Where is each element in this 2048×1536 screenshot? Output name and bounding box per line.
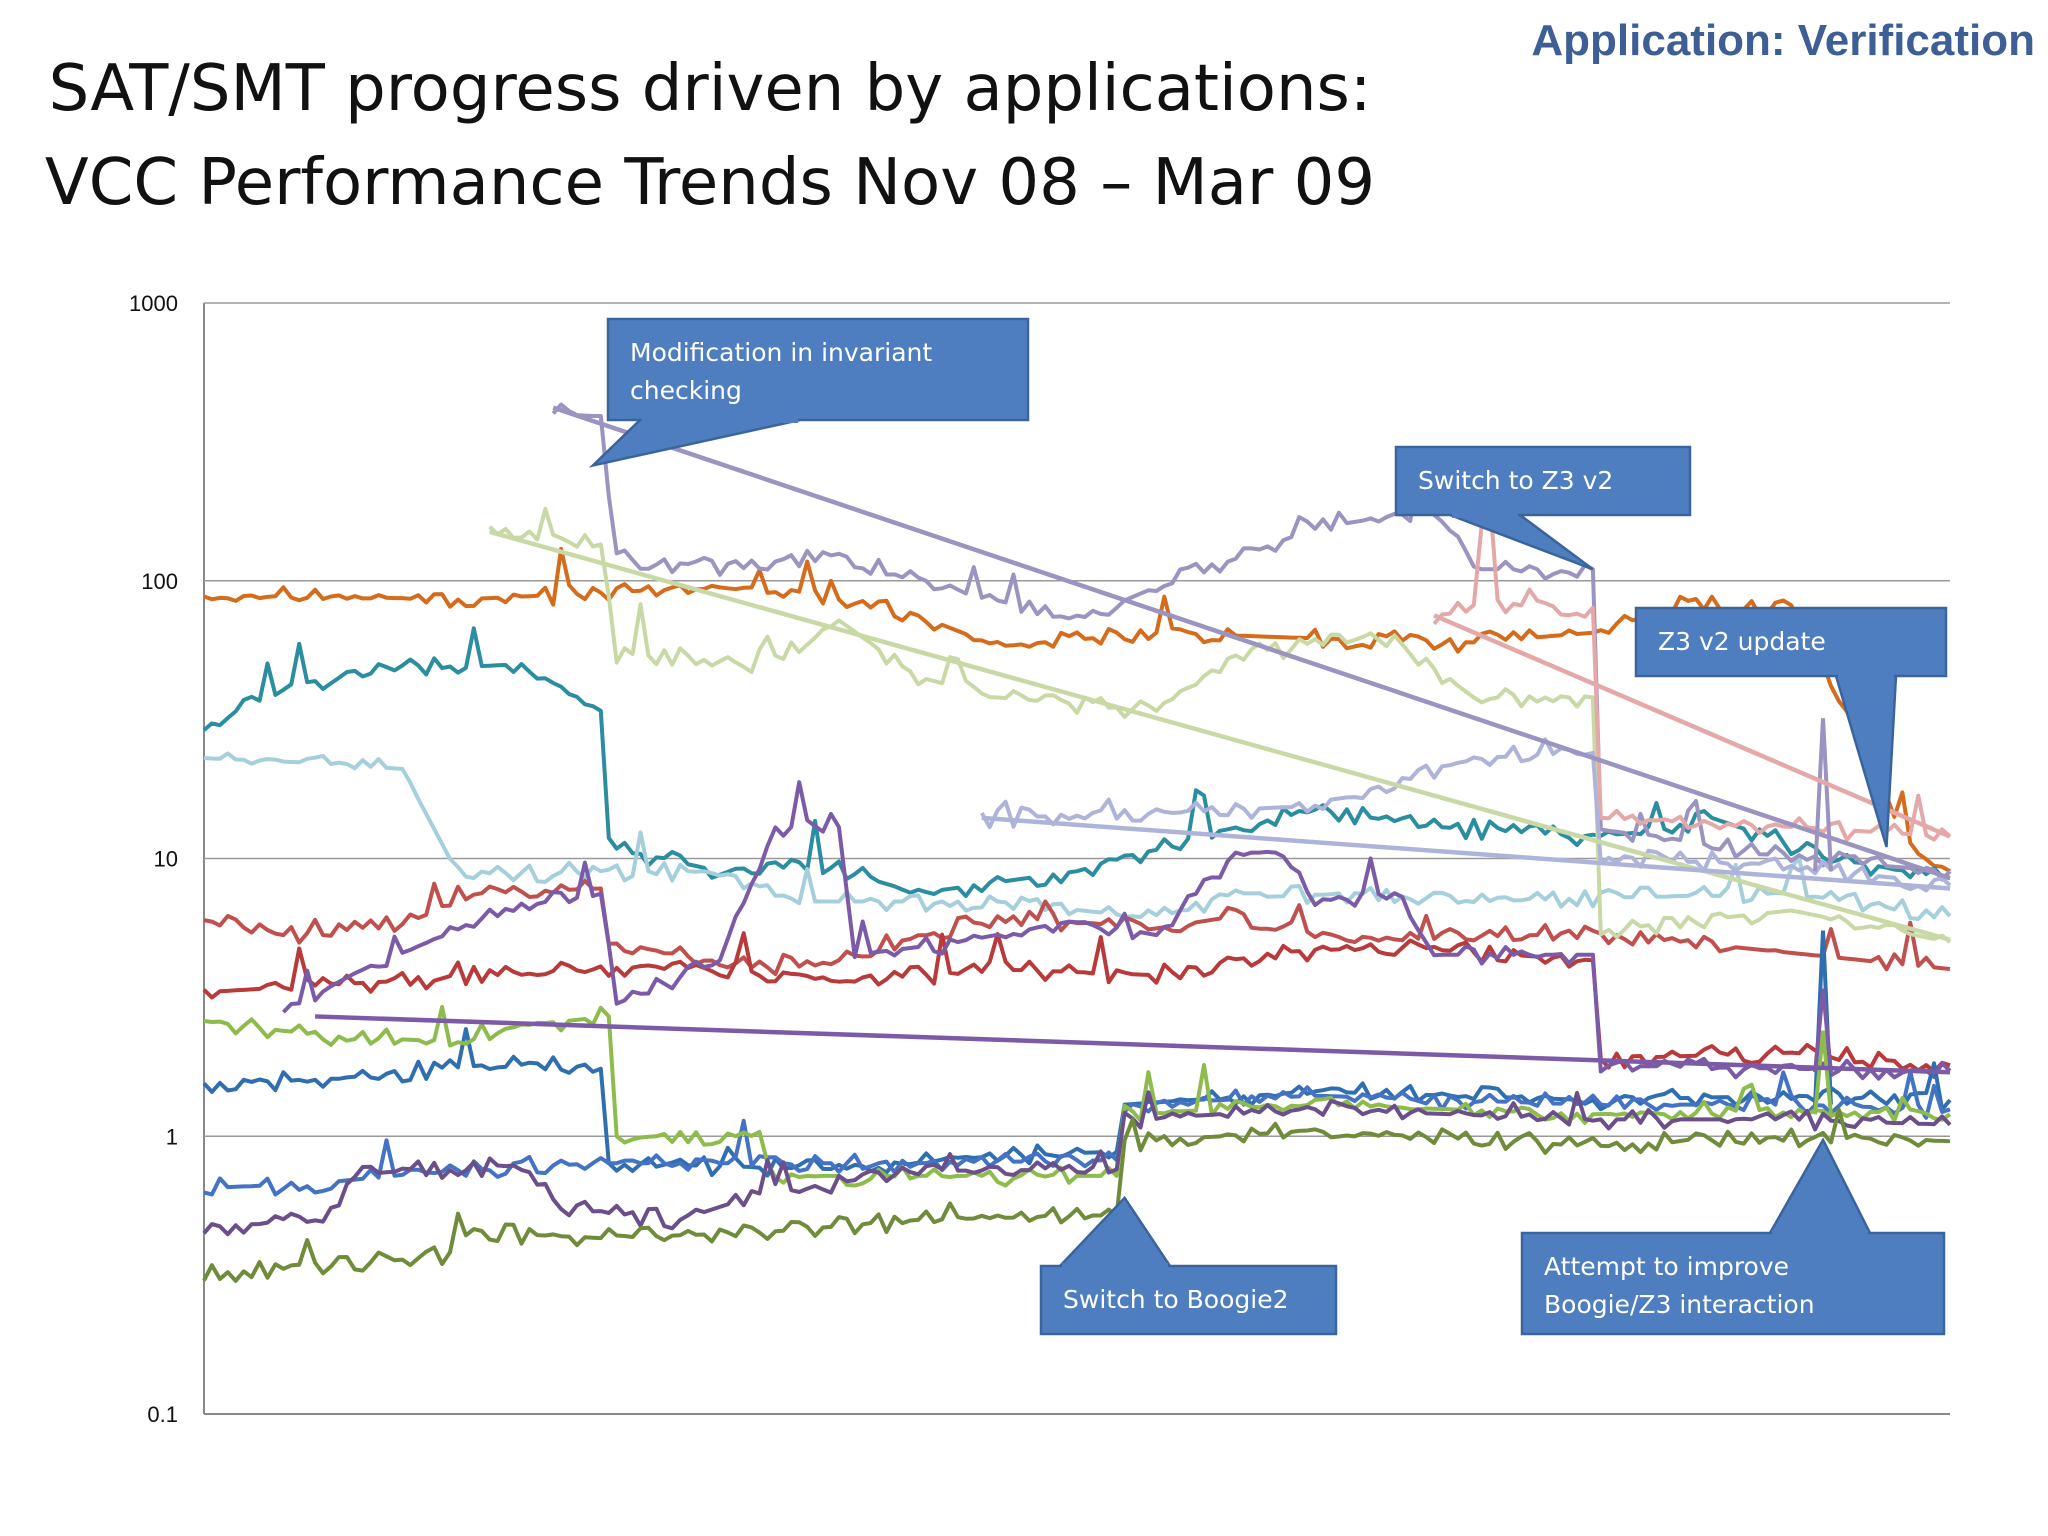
trend-line-4 [981,815,1951,891]
spike-1 [1813,718,1833,872]
y-tick-label: 1000 [129,291,178,316]
trend-lines [315,405,1951,1075]
series-line-13 [203,1005,1952,1188]
callout-text: Modification in invariant [630,338,932,367]
trend-line-5 [315,1014,1951,1075]
callout-text: checking [630,376,742,405]
annotations: Modification in invariant checking Switch … [588,317,1948,1336]
application-tag: Application: Verification [1531,16,2035,65]
callout-3: Z3 v2 update [1634,606,1948,848]
callout-2: Switch to Z3 v2 [1394,445,1692,571]
slide-title-line1: SAT/SMT progress driven by applications: [48,52,1372,126]
series-line-3 [203,751,1952,921]
series-line-7 [551,402,1952,882]
callout-seam [1838,673,1894,679]
spike-3 [1813,1030,1833,1115]
callout-box [606,317,1030,422]
callout-pointer [1834,674,1898,848]
series-line-8 [488,506,1952,944]
series-line-12 [203,1070,1951,1197]
callout-text: Z3 v2 update [1658,627,1826,656]
callout-seam [1452,512,1518,518]
callout-4: Switch to Boogie2 [1039,1195,1338,1336]
y-tick-label: 1 [166,1124,178,1149]
series-line-9 [1432,495,1952,842]
callout-box [1520,1231,1946,1336]
callout-pointer [1767,1137,1873,1235]
y-tick-label: 10 [154,847,178,872]
series-line-5 [202,931,1951,1074]
series-lines [202,402,1952,1283]
callout-5: Attempt to improve Boogie/Z3 interaction [1520,1137,1946,1336]
series-line-14 [202,1090,1952,1237]
y-tick-labels: 0.1 1 10 100 1000 [129,291,178,1427]
callout-seam [642,417,798,423]
callout-1: Modification in invariant checking [588,317,1030,468]
callout-box [1634,606,1948,678]
series-line-11 [202,1027,1952,1178]
callout-seam [1062,1263,1168,1269]
spike-4 [1813,988,1833,1073]
callout-box [1039,1264,1338,1336]
series-line-15 [202,1107,1951,1283]
callout-text: Boogie/Z3 interaction [1544,1290,1815,1319]
callout-box [1394,445,1692,517]
y-tick-label: 0.1 [147,1402,178,1427]
slide-title-line2: VCC Performance Trends Nov 08 – Mar 09 [44,146,1376,220]
y-tick-label: 100 [141,569,178,594]
callout-text: Switch to Boogie2 [1063,1285,1289,1314]
series-line-10 [980,737,1952,893]
trend-line-3 [1433,613,1951,839]
callout-text: Attempt to improve [1544,1252,1789,1281]
callout-text: Switch to Z3 v2 [1418,466,1613,495]
series-line-2 [202,626,1951,898]
callout-pointer [588,418,801,468]
trend-line-1 [552,405,1951,881]
callout-seam [1772,1230,1868,1236]
